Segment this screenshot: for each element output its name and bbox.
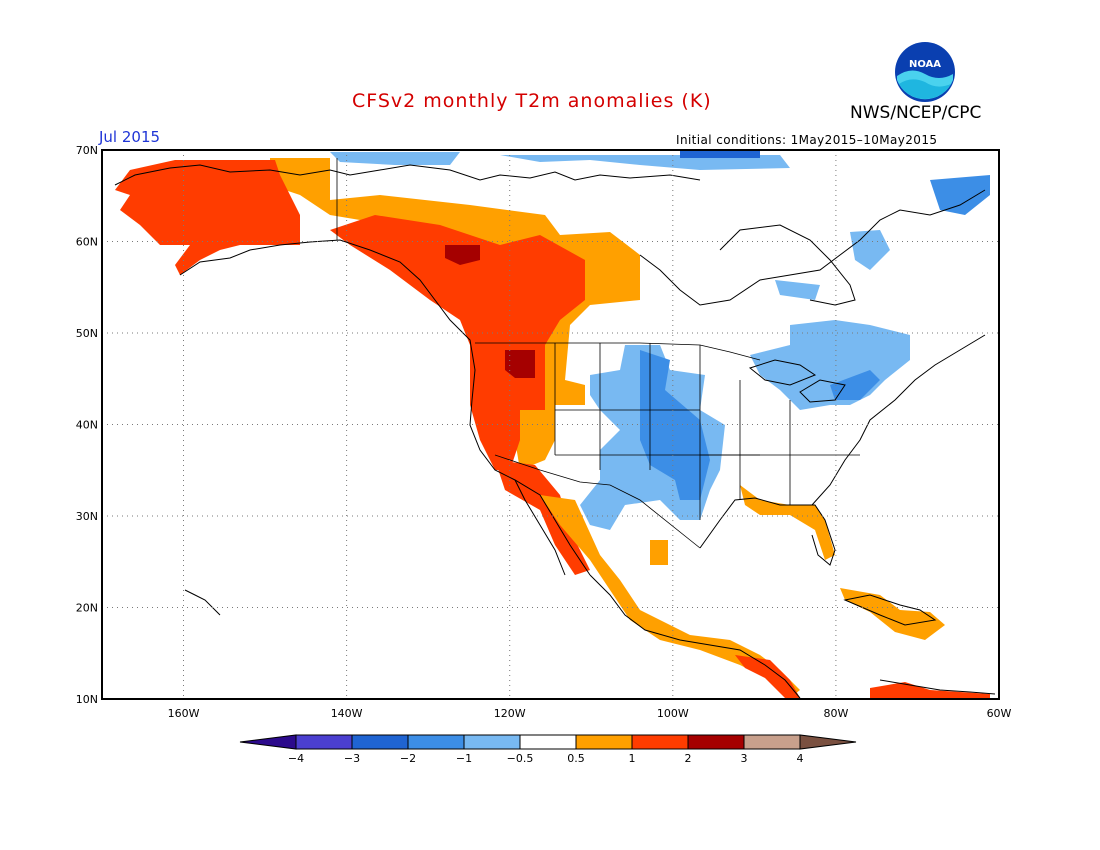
anomaly-labrador (775, 280, 820, 300)
colorbar-segment (407, 734, 465, 750)
anomaly-caribbean (840, 588, 945, 640)
anomaly-arctic-east (500, 155, 790, 170)
lat-label: 60N (76, 236, 98, 249)
colorbar-tick-label: −0.5 (507, 752, 534, 765)
chart-title: CFSv2 monthly T2m anomalies (K) (352, 90, 712, 112)
anomaly-gulf-coast (740, 485, 835, 560)
colorbar-tick-label: −1 (456, 752, 472, 765)
colorbar-segment (463, 734, 521, 750)
anomaly-yukon (270, 158, 640, 470)
anomaly-baja-warm (495, 460, 590, 575)
colorbar-tick-label: 0.5 (567, 752, 585, 765)
valid-month-label: Jul 2015 (99, 128, 161, 146)
map-frame (101, 149, 1000, 700)
lon-label: 80W (823, 707, 848, 720)
colorbar-segment (351, 734, 409, 750)
lon-label: 140W (331, 707, 363, 720)
lon-label: 60W (987, 707, 1012, 720)
lat-label: 50N (76, 327, 98, 340)
lat-label: 70N (76, 144, 98, 157)
colorbar-tick-label: −2 (400, 752, 416, 765)
colorbar-segment (631, 734, 689, 750)
colorbar-tick-label: 4 (797, 752, 804, 765)
lon-label: 120W (494, 707, 526, 720)
anomaly-alaska (115, 160, 300, 275)
colorbar-tick-label: 1 (629, 752, 636, 765)
lon-label: 100W (657, 707, 689, 720)
colorbar-tick-label: 2 (685, 752, 692, 765)
colorbar (239, 734, 857, 750)
colorbar-segment (295, 734, 353, 750)
anomaly-arctic-dark (680, 150, 760, 158)
lon-label: 160W (168, 707, 200, 720)
anomaly-central-america (735, 655, 800, 698)
anomaly-bc-hotspot (445, 245, 480, 265)
svg-text:NOAA: NOAA (909, 59, 941, 70)
colorbar-segment (519, 734, 577, 750)
anomaly-pnw-hotspot (505, 350, 535, 378)
agency-label: NWS/NCEP/CPC (850, 103, 982, 123)
colorbar-tick-label: −3 (344, 752, 360, 765)
colorbar-arrow-right (799, 734, 857, 750)
colorbar-labels: −4 −3 −2 −1 −0.5 0.5 1 2 3 4 (288, 752, 804, 765)
lat-label: 10N (76, 693, 98, 706)
lat-label: 30N (76, 510, 98, 523)
longitude-labels: 160W 140W 120W 100W 80W 60W (168, 707, 1012, 720)
anomaly-western-canada (330, 215, 585, 470)
colorbar-segment (575, 734, 633, 750)
anomaly-mexico-interior (650, 540, 668, 565)
colorbar-tick-label: −4 (288, 752, 304, 765)
coastlines (114, 164, 996, 699)
latitude-labels: 70N 60N 50N 40N 30N 20N 10N (76, 144, 98, 706)
anomaly-southern-plains (640, 350, 710, 500)
lat-label: 20N (76, 602, 98, 615)
colorbar-segment (687, 734, 745, 750)
anomaly-mexico-coast (540, 495, 800, 698)
noaa-logo-icon: NOAA (895, 42, 955, 102)
anomaly-greenland (930, 175, 990, 215)
lat-label: 40N (76, 419, 98, 432)
political-borders (336, 158, 860, 549)
anomaly-arctic (330, 152, 460, 165)
colorbar-tick-label: 3 (741, 752, 748, 765)
colorbar-segment (743, 734, 801, 750)
initial-conditions-label: Initial conditions: 1May2015–10May2015 (676, 133, 938, 147)
anomaly-lake-erie (830, 370, 880, 400)
anomaly-venezuela (870, 682, 990, 699)
colorbar-arrow-left (239, 734, 297, 750)
